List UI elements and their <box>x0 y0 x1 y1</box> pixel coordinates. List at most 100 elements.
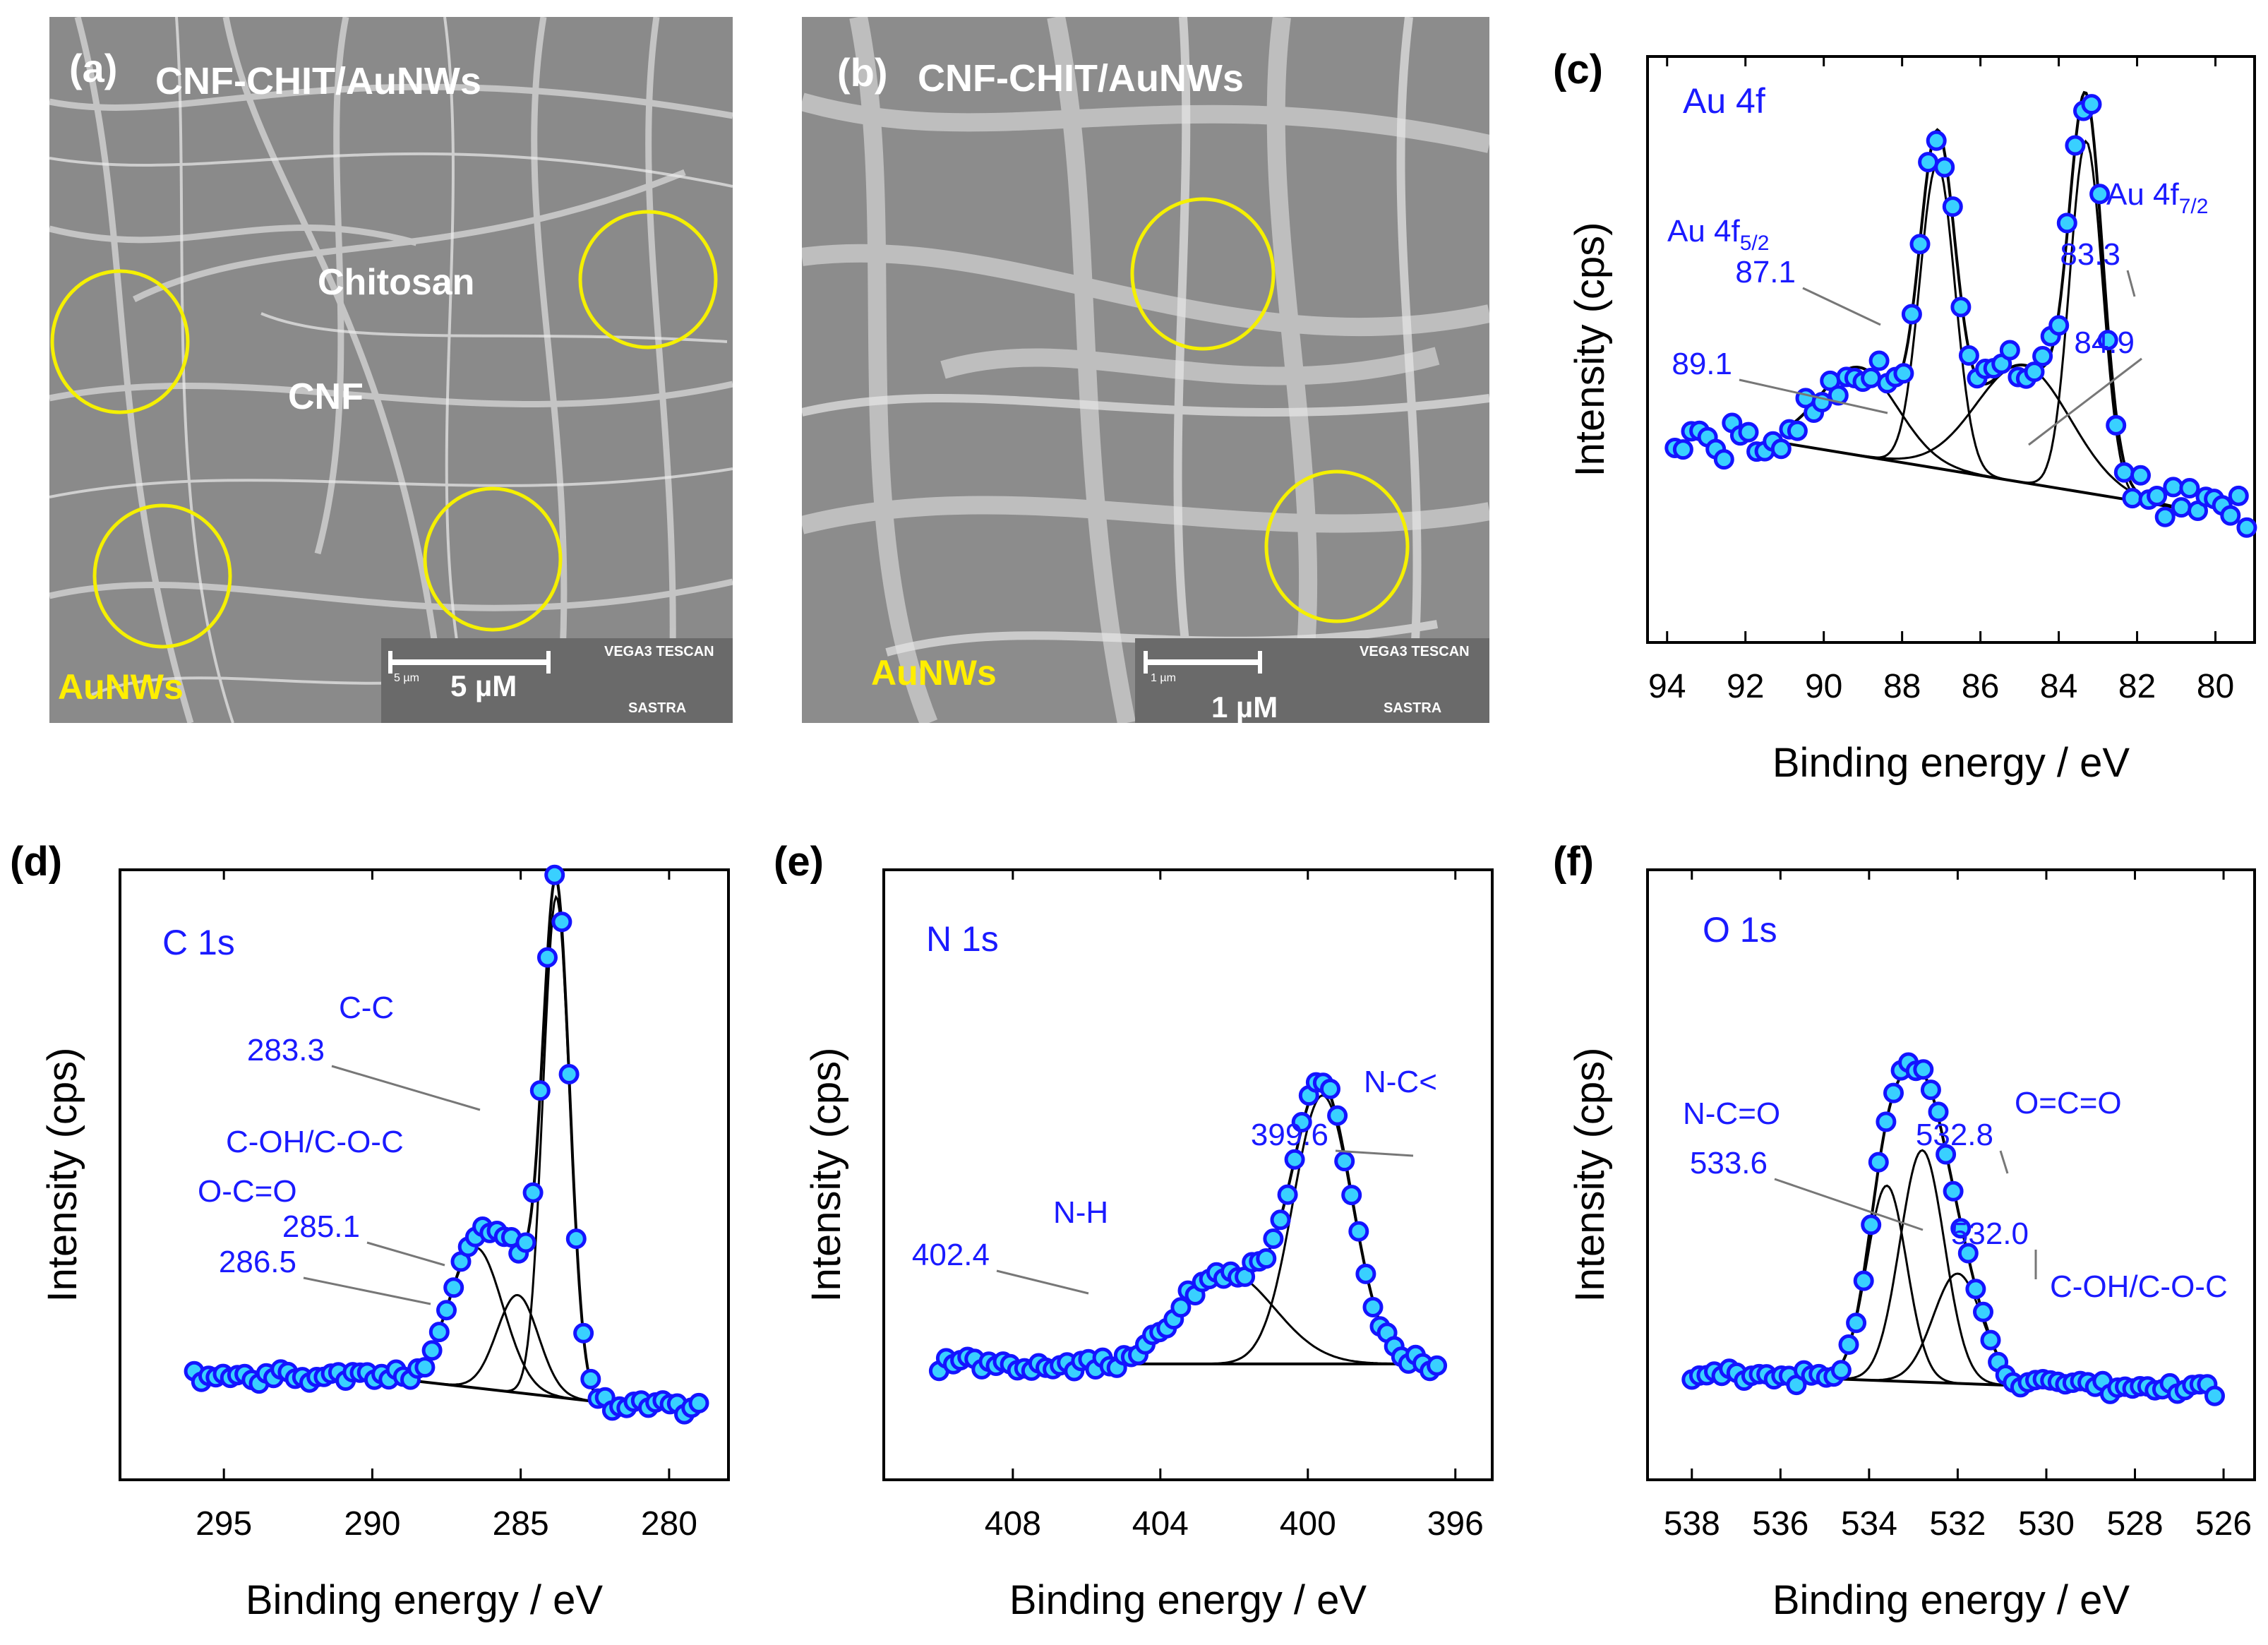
data-point <box>1320 1078 1340 1099</box>
data-point <box>2097 330 2118 351</box>
x-tick-label: 88 <box>1883 668 1921 705</box>
data-point <box>2113 462 2135 483</box>
x-tick-label: 295 <box>196 1505 252 1543</box>
panel-label: (f) <box>1553 839 1594 885</box>
component-peak-0 <box>1758 1184 2091 1389</box>
data-point <box>1355 1263 1376 1284</box>
sem-a-aunws-label: AuNWs <box>58 667 184 707</box>
data-point <box>1909 234 1931 255</box>
data-point <box>529 1080 551 1101</box>
x-tick-label: 534 <box>1841 1505 1897 1543</box>
leader-line <box>1739 378 1888 414</box>
data-point <box>1787 420 1808 441</box>
sem-b-aunws-label: AuNWs <box>871 653 997 693</box>
data-point <box>573 1322 594 1344</box>
data-point <box>544 864 565 885</box>
data-point <box>2089 184 2111 205</box>
panel-label: (c) <box>1553 47 1603 92</box>
data-point <box>443 1277 464 1298</box>
chart-o-1s: (f) 538 536 534 532 530 528 526 Binding energy /… <box>1553 839 2256 1623</box>
peak-assignment-label: C-C <box>339 991 394 1025</box>
leader-line <box>996 1269 1089 1295</box>
data-point <box>1427 1355 1448 1376</box>
data-point <box>1913 1059 1934 1080</box>
x-tick-label: 92 <box>1727 668 1764 705</box>
spectrum-title: O 1s <box>1703 910 1777 950</box>
sem-fiber-texture-b <box>802 17 1489 723</box>
data-point <box>558 1064 580 1084</box>
x-tick-label: 84 <box>2040 668 2077 705</box>
x-tick-label: 86 <box>1962 668 1999 705</box>
data-point <box>688 1392 709 1413</box>
data-point <box>1876 1111 1897 1132</box>
data-point <box>436 1300 457 1321</box>
data-point <box>2163 477 2184 498</box>
y-axis-label: Intensity (cps) <box>1567 222 1613 477</box>
sem-a-panel-label: (a) <box>69 46 118 90</box>
peak-annotation: 532.0 <box>1951 1216 2029 1251</box>
plot-frame <box>1646 55 2256 644</box>
data-point <box>2106 414 2127 436</box>
highlight-circles-a <box>50 210 718 649</box>
sem-b-title: CNF-CHIT/AuNWs <box>918 57 1244 100</box>
data-point <box>2065 135 2086 156</box>
peak-annotation: 87.1 <box>1735 255 1796 289</box>
x-axis-label: Binding energy / eV <box>1009 1577 1367 1623</box>
y-axis-label: Intensity (cps) <box>803 1048 849 1303</box>
data-point <box>1999 340 2020 361</box>
x-axis-label: Binding energy / eV <box>246 1577 604 1623</box>
leader-line <box>1802 287 1881 326</box>
peak-assignment-label: N-C=O <box>1683 1096 1780 1131</box>
data-point <box>2130 465 2151 486</box>
peak-annotation: 285.1 <box>282 1209 360 1244</box>
data-point <box>1270 1209 1291 1231</box>
x-tick-label: 536 <box>1752 1505 1808 1543</box>
data-point <box>421 1340 443 1361</box>
spectrum-title: C 1s <box>162 923 235 962</box>
data-point <box>1980 1329 2001 1351</box>
leader-line <box>303 1276 431 1305</box>
x-tick-label: 530 <box>2018 1505 2075 1543</box>
data-point <box>1838 1334 1859 1355</box>
data-point <box>1920 1079 1941 1101</box>
sem-a-scalebar-label: 5 µM <box>450 669 517 702</box>
peak-annotation: 89.1 <box>1672 347 1732 381</box>
sem-a-title: CNF-CHIT/AuNWs <box>155 60 481 102</box>
data-point <box>1770 438 1792 460</box>
peak-assignment-label: N-H <box>1053 1195 1108 1230</box>
data-point <box>1868 1152 1889 1173</box>
data-point <box>2048 315 2070 336</box>
x-tick-label: 90 <box>1805 668 1842 705</box>
sem-fiber-texture-a <box>49 17 733 723</box>
data-point <box>1256 1248 1277 1269</box>
data-point <box>2171 497 2192 518</box>
data-point <box>1672 439 1693 460</box>
data-point <box>1934 157 1955 178</box>
panel-label: (e) <box>774 839 824 885</box>
x-tick-label: 290 <box>344 1505 400 1543</box>
sem-b-panel-label: (b) <box>837 50 888 95</box>
data-point <box>1738 421 1759 443</box>
leader-line <box>1999 1150 2009 1174</box>
plot-frame <box>882 868 1494 1481</box>
data-point <box>1861 1214 1882 1236</box>
data-point <box>2154 506 2176 527</box>
panel-label: (d) <box>10 839 62 885</box>
envelope-fit <box>372 875 640 1408</box>
data-point <box>1893 363 1914 384</box>
data-point <box>1846 1312 1867 1334</box>
data-point <box>2204 1385 2225 1406</box>
data-point <box>551 911 572 933</box>
data-point <box>2032 346 2053 366</box>
plot-frame <box>1646 868 2256 1481</box>
sem-b-institution: SASTRA <box>1384 700 1442 716</box>
data-point <box>1277 1184 1298 1205</box>
data-point <box>2228 485 2249 506</box>
peak-assignment-label: N-C< <box>1364 1065 1437 1099</box>
x-tick-label: 82 <box>2118 668 2156 705</box>
peak-annotation: 533.6 <box>1690 1146 1768 1180</box>
spectrum-title: N 1s <box>926 919 999 959</box>
leader-line <box>2126 270 2136 297</box>
data-point <box>1341 1185 1362 1206</box>
